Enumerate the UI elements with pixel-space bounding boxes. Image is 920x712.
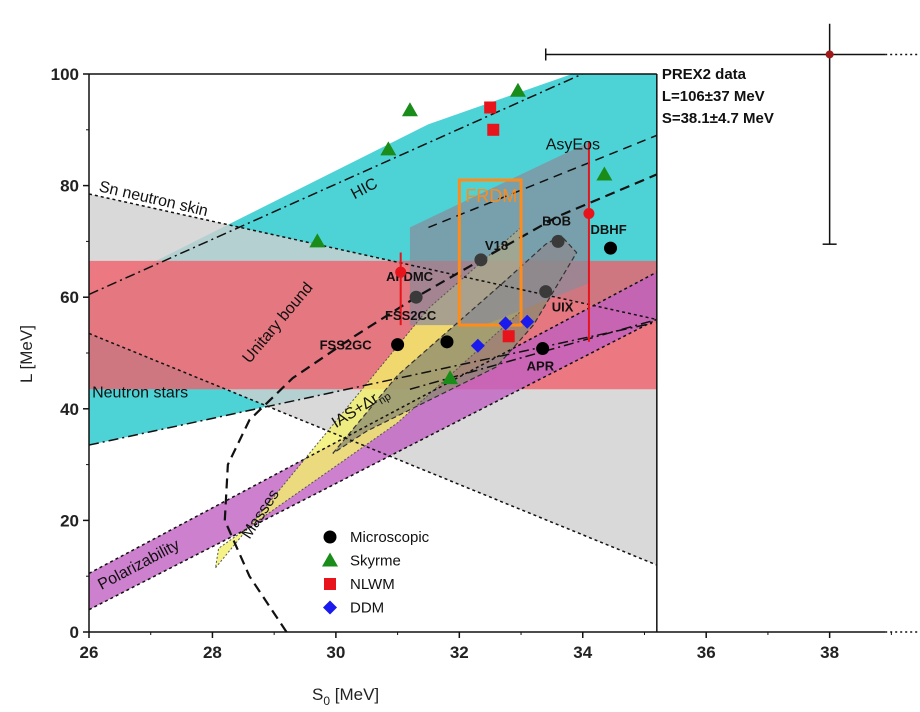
line-sn-lower [89, 332, 657, 566]
point-apr [536, 342, 550, 356]
point-label-afdmc: AFDMC [386, 269, 434, 284]
prex2-label-line: L=106±37 MeV [662, 88, 765, 105]
line-hic-lower [89, 321, 657, 446]
point-skyrme [401, 102, 418, 117]
point-label-apr: APR [527, 359, 555, 374]
point-ddm [520, 314, 535, 329]
point-bob [551, 234, 565, 248]
point-skyrme [509, 82, 526, 97]
point-skyrme [309, 233, 326, 248]
y-axis-title: L [MeV] [17, 325, 36, 383]
line-asyeos-upper [428, 134, 657, 229]
line-pol-lower [89, 318, 657, 611]
y-tick-label: 100 [51, 65, 79, 84]
point-fss2cc [440, 335, 454, 349]
point-skyrme [442, 370, 459, 385]
band-polarizability [89, 272, 657, 610]
point-ddm [470, 338, 485, 353]
point-dbhf [604, 241, 618, 255]
asyeos-marker [583, 208, 595, 219]
frdm-box [457, 178, 523, 327]
legend-marker-ddm [323, 600, 337, 615]
x-tick-label: 30 [326, 643, 345, 662]
point-label-fss2cc: FSS2CC [385, 308, 437, 323]
frdm-label: FRDM [465, 186, 517, 206]
asyeos-marker [395, 266, 407, 278]
point-fss2gc [391, 338, 405, 352]
point-nlwm [487, 123, 500, 136]
line-hic-upper [89, 74, 585, 296]
x-tick-label: 34 [573, 643, 592, 662]
point-label-bob: BOB [542, 213, 571, 228]
point-skyrme [596, 166, 613, 181]
legend-label-ddm: DDM [350, 600, 384, 617]
point-skyrme [380, 141, 397, 156]
x-tick-label: 36 [697, 643, 716, 662]
y-tick-label: 0 [70, 623, 79, 642]
x-tick-label: 26 [80, 643, 99, 662]
legend-label-nlwm: NLWM [350, 576, 395, 593]
point-nlwm [502, 330, 515, 343]
unitary-bound-curve [223, 173, 657, 632]
y-tick-label: 20 [60, 511, 79, 530]
y-tick-label: 40 [60, 400, 79, 419]
point-v18 [474, 253, 488, 267]
legend: Microscopic Skyrme NLWM DDM [322, 529, 430, 617]
prex2-label-line: PREX2 data [662, 66, 747, 83]
point-label-dbhf: DBHF [591, 222, 627, 237]
point-label-uix: UIX [552, 300, 574, 315]
x-tick-label: 28 [203, 643, 222, 662]
line-sn-upper [89, 193, 657, 321]
band-ias-outline [332, 235, 578, 454]
legend-label-skyrme: Skyrme [350, 553, 401, 570]
point-label-fss2gc: FSS2GC [320, 338, 373, 353]
point-label-v18: V18 [485, 238, 508, 253]
point-ddm [498, 316, 513, 331]
point-afdmc [409, 290, 423, 304]
band-asyeos [409, 142, 589, 326]
prex2-label-line: S=38.1±4.7 MeV [662, 110, 774, 127]
band-label-neutron-stars: Neutron stars [92, 385, 188, 402]
y-tick-label: 80 [60, 177, 79, 196]
x-axis-title: S0 [MeV] [312, 685, 379, 708]
point-nlwm [484, 101, 497, 114]
point-uix [539, 285, 553, 299]
y-tick-label: 60 [60, 288, 79, 307]
legend-label-microscopic: Microscopic [350, 529, 430, 546]
band-label-asyeos: AsyEos [546, 136, 600, 153]
legend-marker-nlwm [324, 578, 336, 590]
x-tick-label: 38 [820, 643, 839, 662]
legend-marker-microscopic [323, 530, 337, 544]
prex2-point [825, 50, 834, 59]
x-tick-label: 32 [450, 643, 469, 662]
legend-marker-skyrme [322, 552, 338, 567]
line-pol-upper [89, 271, 657, 575]
